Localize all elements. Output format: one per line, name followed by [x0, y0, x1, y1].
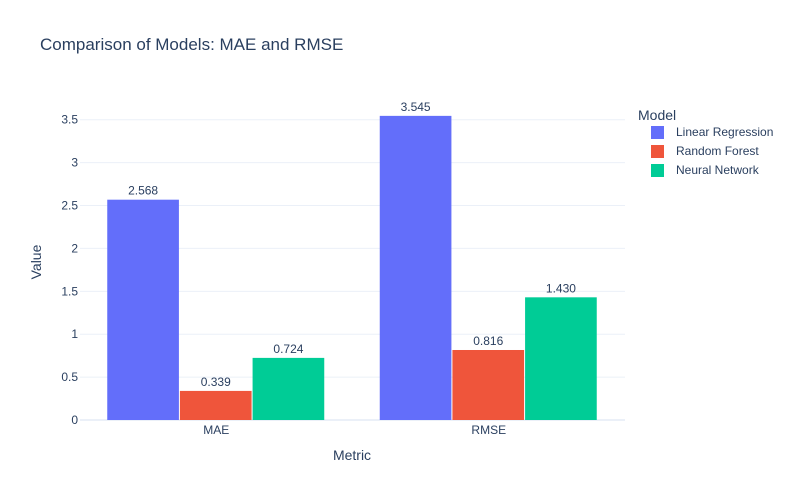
legend-swatch: [651, 126, 664, 139]
bar-value-label: 0.724: [273, 342, 303, 356]
bar-value-label: 0.339: [201, 375, 231, 389]
y-tick-label: 2.5: [61, 199, 78, 213]
y-axis-title: Value: [28, 244, 44, 279]
bar-value-labels: 2.568 0.339 0.724 3.545 0.816 1.430: [128, 100, 576, 389]
bar: [107, 199, 179, 420]
legend: Model Linear Regression Random Forest Neur…: [638, 107, 773, 177]
legend-title: Model: [638, 107, 676, 123]
y-tick-label: 2: [71, 241, 78, 255]
bar: [252, 357, 325, 420]
legend-label: Random Forest: [676, 144, 759, 158]
legend-item[interactable]: Linear Regression: [651, 125, 773, 139]
y-tick-label: 3: [71, 156, 78, 170]
x-axis-ticks: MAE RMSE: [203, 423, 506, 437]
legend-label: Neural Network: [676, 163, 760, 177]
chart-title: Comparison of Models: MAE and RMSE: [40, 35, 343, 54]
legend-swatch: [651, 164, 664, 177]
bar-value-label: 2.568: [128, 184, 158, 198]
bar-value-label: 3.545: [401, 100, 431, 114]
x-tick-label: MAE: [203, 423, 229, 437]
y-tick-label: 3.5: [61, 113, 78, 127]
legend-item[interactable]: Neural Network: [651, 163, 760, 177]
x-axis-title: Metric: [333, 447, 371, 463]
y-axis-ticks: 0 0.5 1 1.5 2 2.5 3 3.5: [61, 113, 78, 427]
bar: [525, 297, 597, 420]
legend-item[interactable]: Random Forest: [651, 144, 759, 158]
bar: [179, 390, 252, 420]
legend-swatch: [651, 145, 664, 158]
bars: [107, 115, 597, 421]
bar-value-label: 0.816: [473, 334, 503, 348]
legend-label: Linear Regression: [676, 125, 773, 139]
y-tick-label: 1.5: [61, 284, 78, 298]
bar: [452, 349, 525, 420]
y-tick-label: 0.5: [61, 370, 78, 384]
bar: [379, 115, 452, 421]
y-tick-label: 0: [71, 413, 78, 427]
legend-items: Linear Regression Random Forest Neural Net…: [651, 125, 773, 177]
y-tick-label: 1: [71, 327, 78, 341]
x-tick-label: RMSE: [471, 423, 506, 437]
bar-value-label: 1.430: [546, 281, 576, 295]
